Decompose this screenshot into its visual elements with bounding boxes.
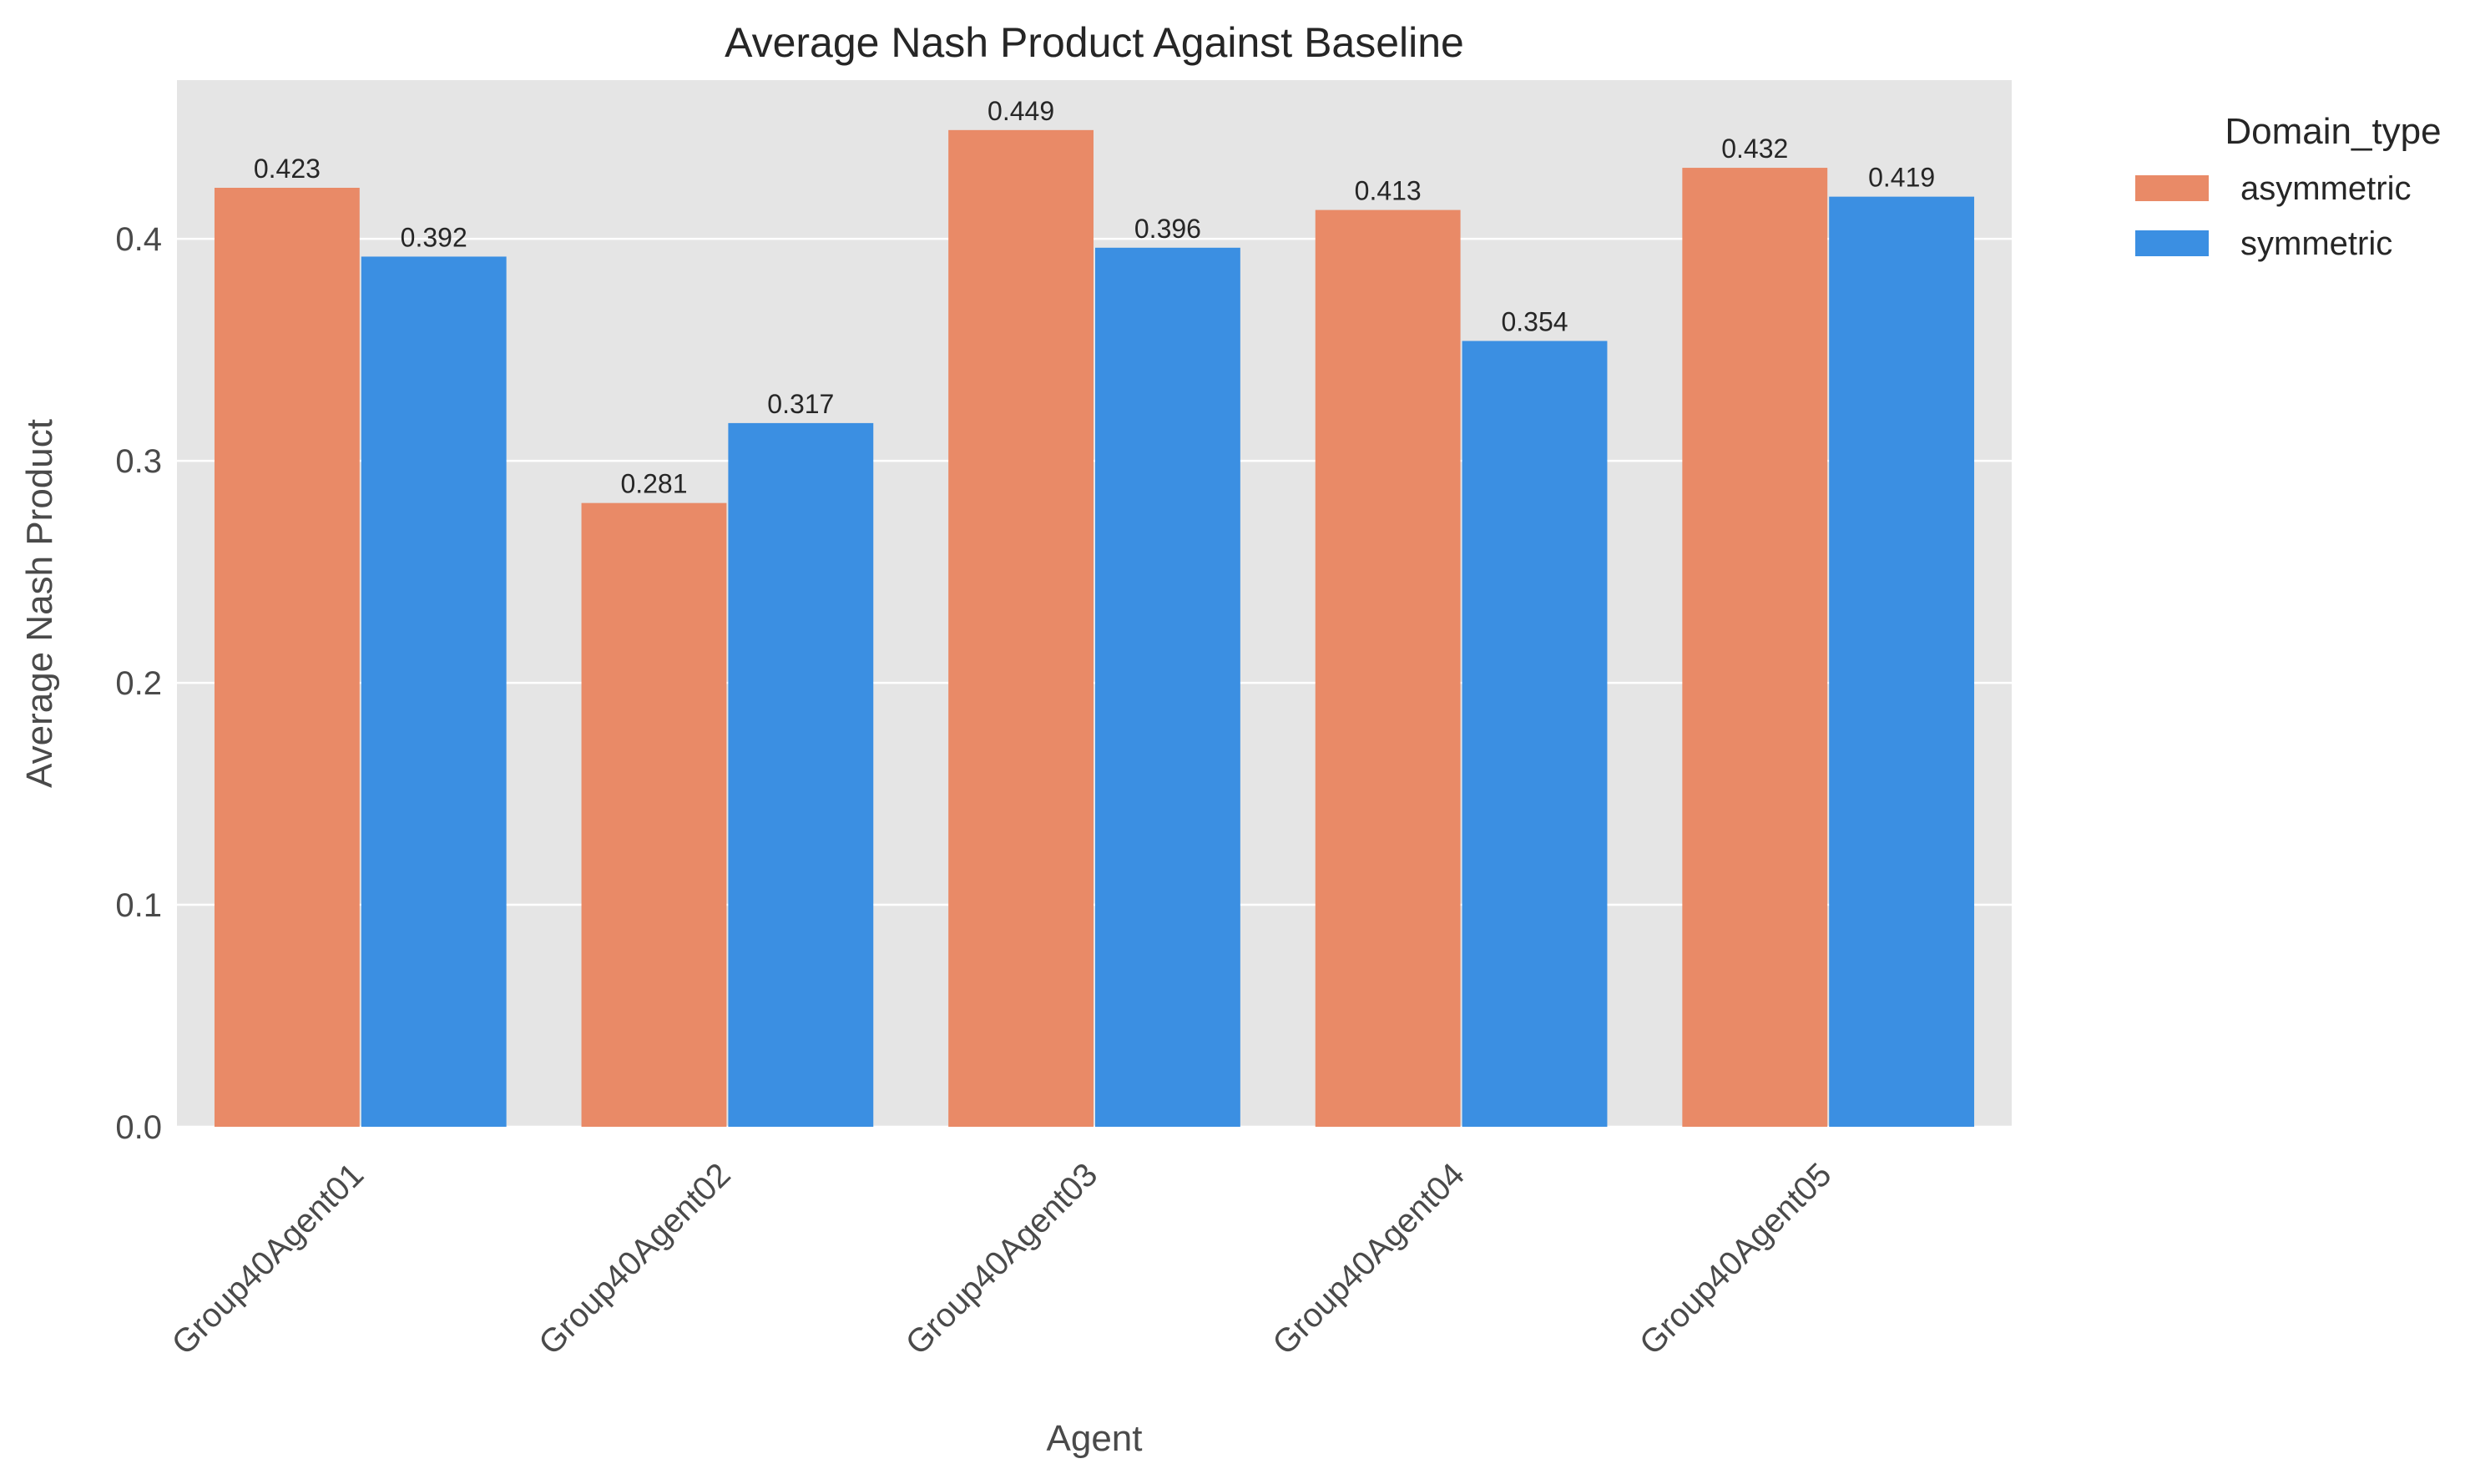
x-tick-label: Group40Agent02 <box>532 1156 738 1362</box>
bar-asymmetric <box>948 129 1094 1127</box>
data-label: 0.354 <box>1501 307 1568 337</box>
y-tick-label: 0.3 <box>115 443 162 480</box>
data-label: 0.281 <box>620 469 687 499</box>
y-axis-ticks: 0.0 0.1 0.2 0.3 0.4 <box>115 221 162 1146</box>
bar-symmetric <box>361 256 507 1127</box>
legend-swatch-asymmetric <box>2135 175 2209 201</box>
bar-symmetric <box>1829 196 1975 1127</box>
data-label: 0.413 <box>1355 176 1422 206</box>
legend-title: Domain_type <box>2225 111 2441 152</box>
bar-asymmetric <box>1682 168 1828 1127</box>
y-tick-label: 0.2 <box>115 665 162 702</box>
bar-asymmetric <box>214 187 360 1127</box>
chart-title: Average Nash Product Against Baseline <box>725 19 1464 66</box>
data-labels: 0.423 0.392 0.281 0.317 0.449 0.396 0.413 0.354… <box>254 96 1935 499</box>
bar-symmetric <box>1462 341 1608 1127</box>
bars <box>214 129 1975 1128</box>
x-axis-ticks: Group40Agent01 Group40Agent02 Group40Agent… <box>165 1156 1839 1362</box>
y-tick-label: 0.0 <box>115 1109 162 1146</box>
x-tick-label: Group40Agent03 <box>899 1156 1105 1362</box>
y-tick-label: 0.1 <box>115 887 162 924</box>
x-tick-label: Group40Agent04 <box>1265 1156 1472 1362</box>
data-label: 0.432 <box>1721 134 1788 164</box>
bar-asymmetric <box>581 502 727 1127</box>
y-tick-label: 0.4 <box>115 221 162 258</box>
bar-symmetric <box>1095 247 1240 1127</box>
legend: Domain_type asymmetric symmetric <box>2135 111 2442 262</box>
x-axis-label: Agent <box>1047 1418 1143 1459</box>
data-label: 0.423 <box>254 154 321 184</box>
bar-asymmetric <box>1315 209 1461 1127</box>
data-label: 0.392 <box>401 222 467 252</box>
x-tick-label: Group40Agent05 <box>1633 1156 1839 1362</box>
data-label: 0.317 <box>767 389 834 419</box>
legend-swatch-symmetric <box>2135 230 2209 256</box>
bar-symmetric <box>728 422 874 1128</box>
data-label: 0.396 <box>1134 214 1201 244</box>
data-label: 0.419 <box>1868 163 1935 193</box>
data-label: 0.449 <box>987 96 1054 126</box>
legend-label-symmetric: symmetric <box>2240 225 2392 262</box>
x-tick-label: Group40Agent01 <box>165 1156 371 1362</box>
legend-label-asymmetric: asymmetric <box>2240 170 2411 207</box>
y-axis-label: Average Nash Product <box>19 419 60 788</box>
